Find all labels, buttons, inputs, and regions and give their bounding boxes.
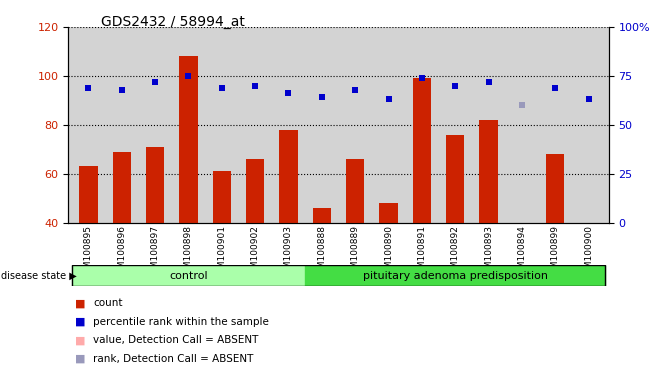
Bar [305, 265, 605, 286]
Bar [279, 130, 298, 223]
Text: ■: ■ [75, 335, 85, 345]
Text: GDS2432 / 58994_at: GDS2432 / 58994_at [101, 15, 245, 29]
Bar [346, 159, 365, 223]
Bar [213, 171, 231, 223]
Bar [246, 159, 264, 223]
Text: value, Detection Call = ABSENT: value, Detection Call = ABSENT [93, 335, 258, 345]
Bar [312, 208, 331, 223]
Text: percentile rank within the sample: percentile rank within the sample [93, 317, 269, 327]
Text: rank, Detection Call = ABSENT: rank, Detection Call = ABSENT [93, 354, 253, 364]
Bar [446, 134, 464, 223]
Text: ■: ■ [75, 354, 85, 364]
Text: count: count [93, 298, 122, 308]
Bar [380, 203, 398, 223]
Bar [146, 147, 164, 223]
Text: control: control [169, 270, 208, 281]
Bar [72, 265, 305, 286]
Bar [179, 56, 198, 223]
Bar [113, 152, 131, 223]
Text: ■: ■ [75, 298, 85, 308]
Bar [546, 154, 564, 223]
Bar [479, 120, 498, 223]
Bar [413, 78, 431, 223]
Text: disease state ▶: disease state ▶ [1, 270, 77, 281]
Bar [513, 223, 531, 318]
Text: pituitary adenoma predisposition: pituitary adenoma predisposition [363, 270, 547, 281]
Text: ■: ■ [75, 317, 85, 327]
Bar [79, 166, 98, 223]
